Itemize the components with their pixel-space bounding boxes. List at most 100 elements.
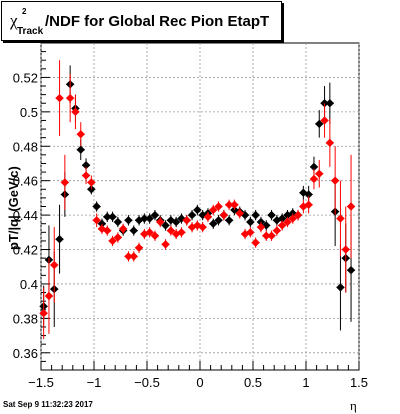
data-point xyxy=(129,226,138,235)
data-point xyxy=(92,216,101,225)
data-point xyxy=(214,202,223,211)
data-point xyxy=(272,226,282,235)
data-point xyxy=(341,245,350,254)
timestamp-footer: Sat Sep 9 11:32:23 2017 xyxy=(3,400,93,409)
data-point xyxy=(256,222,266,232)
data-point xyxy=(288,214,297,223)
data-point xyxy=(224,200,234,209)
series-0 xyxy=(39,65,356,331)
data-point xyxy=(267,210,276,220)
data-point xyxy=(177,228,186,237)
data-point xyxy=(182,216,191,225)
data-point xyxy=(330,176,340,185)
data-point xyxy=(65,93,75,103)
data-point xyxy=(267,231,276,240)
title-chi-symbol: χ xyxy=(10,11,18,30)
y-tick-label: 0.44 xyxy=(13,208,38,223)
data-point xyxy=(60,178,70,187)
data-point xyxy=(145,228,154,237)
grid-lines xyxy=(40,43,360,370)
data-point xyxy=(277,221,287,230)
y-tick-label: 0.4 xyxy=(20,277,38,292)
data-point xyxy=(209,205,218,215)
data-point xyxy=(309,162,319,172)
x-axis-label: η xyxy=(350,398,357,413)
data-point xyxy=(346,265,356,275)
data-point xyxy=(156,217,165,227)
y-axis-label-wrap: pT/|q| (GeV/c) xyxy=(6,150,28,350)
data-point xyxy=(55,93,64,103)
data-point xyxy=(76,145,85,154)
data-point xyxy=(92,202,101,211)
data-point xyxy=(103,226,112,235)
data-point xyxy=(230,200,239,209)
data-point xyxy=(108,212,117,222)
data-point xyxy=(198,222,207,232)
x-tick-label: −1 xyxy=(87,375,102,390)
data-point xyxy=(304,200,313,209)
data-point xyxy=(325,138,335,148)
data-point xyxy=(283,217,292,227)
data-point xyxy=(246,228,255,237)
data-point xyxy=(166,226,176,235)
data-point xyxy=(124,252,133,261)
data-point xyxy=(81,171,91,180)
x-tick-label: −1.5 xyxy=(28,375,54,390)
x-tick-label: 0.5 xyxy=(244,375,262,390)
data-point xyxy=(251,210,260,220)
data-point xyxy=(203,212,213,222)
data-point xyxy=(224,216,234,225)
data-point xyxy=(150,231,160,240)
y-tick-label: 0.36 xyxy=(13,346,38,361)
data-point xyxy=(55,235,64,244)
data-point xyxy=(145,214,154,223)
data-point xyxy=(76,130,85,139)
data-point xyxy=(39,309,48,318)
data-point xyxy=(336,214,345,223)
data-point xyxy=(262,221,271,230)
axes: −1.5 −1 −0.5 0 0.5 1 1.5 0.36 0.38 0.4 0.42 0.44 0.4… xyxy=(13,42,368,390)
chart-title-box: χ 2 Track /NDF for Global Rec Pion EtapT xyxy=(1,1,282,41)
data-point xyxy=(71,107,80,117)
y-tick-label: 0.48 xyxy=(13,139,38,154)
chart-title: /NDF for Global Rec Pion EtapT xyxy=(45,13,270,30)
data-point xyxy=(134,243,144,253)
data-point xyxy=(320,116,329,125)
data-point xyxy=(214,216,223,225)
data-point xyxy=(346,202,356,211)
data-point xyxy=(219,210,229,220)
y-tick-label: 0.52 xyxy=(13,70,38,85)
y-axis-label: pT/|q| (GeV/c) xyxy=(6,166,21,250)
x-tick-label: −0.5 xyxy=(134,375,160,390)
data-point xyxy=(50,260,59,270)
data-point xyxy=(87,178,96,187)
data-point xyxy=(97,224,107,234)
data-point xyxy=(209,219,218,228)
data-point xyxy=(315,169,324,178)
data-marks xyxy=(39,60,356,340)
data-point xyxy=(304,190,313,199)
data-point xyxy=(235,209,244,218)
data-point xyxy=(336,283,345,292)
data-point xyxy=(309,174,319,184)
y-tick-label: 0.5 xyxy=(20,105,38,120)
data-point xyxy=(193,205,202,215)
data-point xyxy=(81,160,91,170)
data-point xyxy=(113,217,123,227)
data-point xyxy=(124,216,133,225)
x-tick-label: 1 xyxy=(302,375,309,390)
title-superscript: 2 xyxy=(22,7,27,16)
data-point xyxy=(44,291,54,301)
data-point xyxy=(246,217,255,227)
title-subscript: Track xyxy=(17,26,44,37)
data-point xyxy=(315,119,324,129)
x-tick-label: 0 xyxy=(196,375,203,390)
data-point xyxy=(108,236,117,246)
data-point xyxy=(129,252,138,261)
data-point xyxy=(113,233,123,242)
y-tick-label: 0.46 xyxy=(13,174,38,189)
data-point xyxy=(161,221,170,230)
x-tick-label: 1.5 xyxy=(350,375,368,390)
data-point xyxy=(140,214,149,223)
